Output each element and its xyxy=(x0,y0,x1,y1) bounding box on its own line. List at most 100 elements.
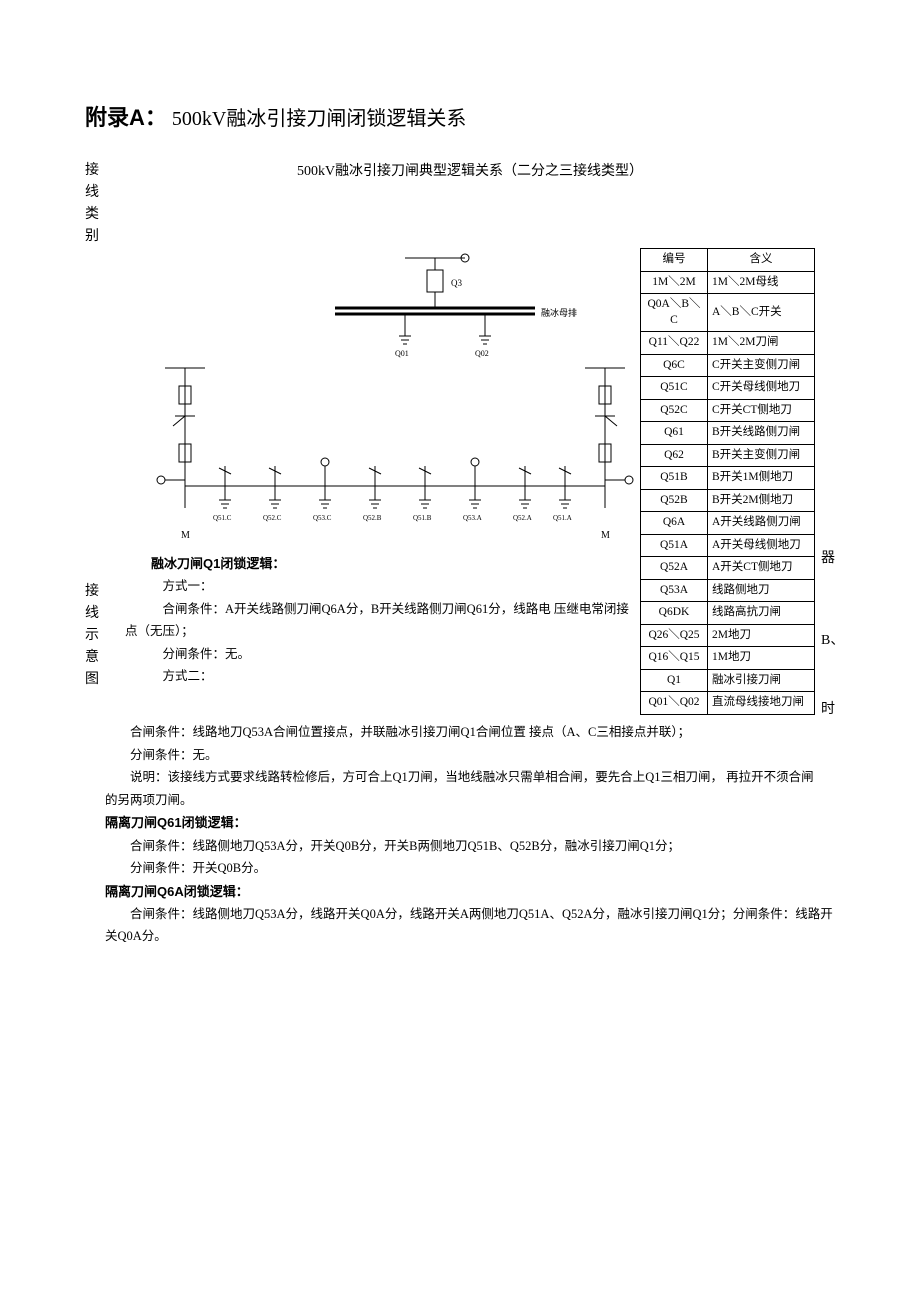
svg-text:Q52.B: Q52.B xyxy=(363,514,382,522)
table-row: 1M＼2M1M＼2M母线 xyxy=(641,271,815,294)
table-row: Q11＼Q221M＼2M刀闸 xyxy=(641,332,815,355)
wiring-diagram: Q3 融冰母排 Q01 Q02 xyxy=(105,248,645,548)
main-row: 接线示意图 Q3 融冰母排 Q xyxy=(85,248,835,721)
table-cell: Q62 xyxy=(641,444,708,467)
table-row: Q6CC开关主变侧刀闸 xyxy=(641,354,815,377)
q1-m2-close: 合闸条件：线路地刀Q53A合闸位置接点，并联融冰引接刀闸Q1合闸位置 接点（A、… xyxy=(105,721,825,744)
table-cell: Q52B xyxy=(641,489,708,512)
table-cell: Q6C xyxy=(641,354,708,377)
rn-a: 器 xyxy=(821,548,835,570)
right-note: 器 B、 时 xyxy=(821,248,835,721)
svg-text:Q51.A: Q51.A xyxy=(553,514,572,522)
table-row: Q6DK线路高抗刀闸 xyxy=(641,602,815,625)
table-row: Q61B开关线路侧刀闸 xyxy=(641,422,815,445)
table-cell: 直流母线接地刀闸 xyxy=(708,692,815,715)
table-cell: 1M＼2M xyxy=(641,271,708,294)
svg-text:Q53.A: Q53.A xyxy=(463,514,482,522)
q1-logic: 融冰刀闸Q1闭锁逻辑： 方式一： 合闸条件：A开关线路侧刀闸Q6A分，B开关线路… xyxy=(125,552,634,688)
q1-title: 融冰刀闸Q1闭锁逻辑： xyxy=(125,552,634,575)
q6a-title: 隔离刀闸Q6A闭锁逻辑： xyxy=(105,880,835,903)
table-cell: B开关主变侧刀闸 xyxy=(708,444,815,467)
table-row: Q1融冰引接刀闸 xyxy=(641,669,815,692)
table-cell: A开关线路侧刀闸 xyxy=(708,512,815,535)
label-q02: Q02 xyxy=(475,349,489,358)
page: 附录A： 500kV融冰引接刀闸闭锁逻辑关系 接线类别 500kV融冰引接刀闸典… xyxy=(0,0,920,988)
svg-text:Q51.C: Q51.C xyxy=(213,514,232,522)
label-m-left: M xyxy=(181,530,190,541)
table-cell: Q53A xyxy=(641,579,708,602)
title-prefix: 附录A： xyxy=(85,105,167,130)
rn-b: B、 xyxy=(821,630,835,652)
q61-open: 分闸条件：开关Q0B分。 xyxy=(105,857,835,880)
table-cell: B开关2M侧地刀 xyxy=(708,489,815,512)
table-cell: Q1 xyxy=(641,669,708,692)
wiring-type-label: 接线类别 xyxy=(85,160,99,248)
svg-text:Q53.C: Q53.C xyxy=(313,514,332,522)
table-cell: A开关CT侧地刀 xyxy=(708,557,815,580)
table-cell: Q52C xyxy=(641,399,708,422)
table-row: Q52AA开关CT侧地刀 xyxy=(641,557,815,580)
table-cell: 1M地刀 xyxy=(708,647,815,670)
table-cell: Q61 xyxy=(641,422,708,445)
q61-close: 合闸条件：线路侧地刀Q53A分，开关Q0B分，开关B两侧地刀Q51B、Q52B分… xyxy=(105,835,835,858)
table-cell: 融冰引接刀闸 xyxy=(708,669,815,692)
title-rest: 500kV融冰引接刀闸闭锁逻辑关系 xyxy=(172,108,466,130)
subtitle-wrap: 500kV融冰引接刀闸典型逻辑关系（二分之三接线类型） xyxy=(105,160,835,188)
table-row: Q52CC开关CT侧地刀 xyxy=(641,399,815,422)
table-cell: Q6A xyxy=(641,512,708,535)
table-cell: Q0A＼B＼C xyxy=(641,294,708,332)
table-row: Q62B开关主变侧刀闸 xyxy=(641,444,815,467)
q1-m1-close: 合闸条件：A开关线路侧刀闸Q6A分，B开关线路侧刀闸Q61分，线路电 压继电常闭… xyxy=(125,598,634,643)
table-cell: 1M＼2M刀闸 xyxy=(708,332,815,355)
q1-m2-open: 分闸条件：无。 xyxy=(105,744,835,767)
rn-c: 时 xyxy=(821,699,835,721)
q1-mode1: 方式一： xyxy=(125,575,634,598)
table-cell: 1M＼2M母线 xyxy=(708,271,815,294)
table-cell: 2M地刀 xyxy=(708,624,815,647)
table-cell: Q16＼Q15 xyxy=(641,647,708,670)
q6a-close: 合闸条件：线路侧地刀Q53A分，线路开关Q0A分，线路开关A两侧地刀Q51A、Q… xyxy=(105,903,835,948)
table-cell: Q26＼Q25 xyxy=(641,624,708,647)
table-row: Q51CC开关母线侧地刀 xyxy=(641,377,815,400)
svg-text:Q52.C: Q52.C xyxy=(263,514,282,522)
label-q01: Q01 xyxy=(395,349,409,358)
header-row: 接线类别 500kV融冰引接刀闸典型逻辑关系（二分之三接线类型） xyxy=(85,160,835,248)
diagram-and-text: Q3 融冰母排 Q01 Q02 xyxy=(105,248,634,688)
table-cell: 线路侧地刀 xyxy=(708,579,815,602)
table-cell: Q6DK xyxy=(641,602,708,625)
table-cell: B开关线路侧刀闸 xyxy=(708,422,815,445)
table-row: Q51BB开关1M侧地刀 xyxy=(641,467,815,490)
table-cell: A＼B＼C开关 xyxy=(708,294,815,332)
page-title: 附录A： 500kV融冰引接刀闸闭锁逻辑关系 xyxy=(85,100,835,132)
table-cell: Q52A xyxy=(641,557,708,580)
q1-mode2: 方式二： xyxy=(125,665,634,688)
table-cell: Q51B xyxy=(641,467,708,490)
table-cell: B开关1M侧地刀 xyxy=(708,467,815,490)
legend-h1: 含义 xyxy=(708,249,815,272)
table-row: Q01＼Q02直流母线接地刀闸 xyxy=(641,692,815,715)
table-row: Q6AA开关线路侧刀闸 xyxy=(641,512,815,535)
table-cell: Q51C xyxy=(641,377,708,400)
subtitle: 500kV融冰引接刀闸典型逻辑关系（二分之三接线类型） xyxy=(105,160,835,180)
table-row: Q16＼Q151M地刀 xyxy=(641,647,815,670)
table-cell: Q51A xyxy=(641,534,708,557)
label-m-right: M xyxy=(601,530,610,541)
label-busbar: 融冰母排 xyxy=(541,307,577,318)
q61-title: 隔离刀闸Q61闭锁逻辑： xyxy=(105,811,835,834)
legend-table: 编号 含义 1M＼2M1M＼2M母线Q0A＼B＼CA＼B＼C开关Q11＼Q221… xyxy=(640,248,815,715)
diagram-label: 接线示意图 xyxy=(85,581,99,691)
table-cell: A开关母线侧地刀 xyxy=(708,534,815,557)
svg-text:Q51.B: Q51.B xyxy=(413,514,432,522)
table-cell: Q01＼Q02 xyxy=(641,692,708,715)
table-cell: 线路高抗刀闸 xyxy=(708,602,815,625)
table-cell: Q11＼Q22 xyxy=(641,332,708,355)
table-row: Q0A＼B＼CA＼B＼C开关 xyxy=(641,294,815,332)
legend-h0: 编号 xyxy=(641,249,708,272)
table-cell: C开关CT侧地刀 xyxy=(708,399,815,422)
table-row: Q26＼Q252M地刀 xyxy=(641,624,815,647)
table-cell: C开关母线侧地刀 xyxy=(708,377,815,400)
q1-m1-open: 分闸条件：无。 xyxy=(125,643,634,666)
table-row: Q51AA开关母线侧地刀 xyxy=(641,534,815,557)
lower-text: 合闸条件：线路地刀Q53A合闸位置接点，并联融冰引接刀闸Q1合闸位置 接点（A、… xyxy=(105,721,835,948)
table-row: Q53A线路侧地刀 xyxy=(641,579,815,602)
